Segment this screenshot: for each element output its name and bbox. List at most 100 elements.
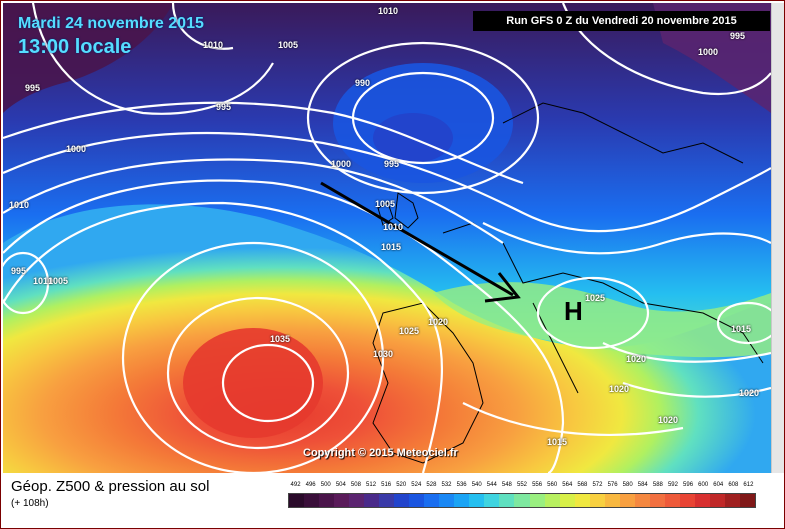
scale-color-swatch (349, 494, 365, 507)
scale-tick-label: 604 (713, 482, 724, 488)
isobar-label: 1005 (278, 40, 299, 50)
scale-tick-label: 596 (683, 482, 694, 488)
weather-map-svg (3, 3, 771, 473)
isobar-label: 1035 (270, 334, 291, 344)
isobar-label: 1000 (698, 47, 719, 57)
legend-subtitle: (+ 108h) (11, 498, 49, 509)
scale-tick-label: 572 (592, 482, 603, 488)
scale-color-swatch (379, 494, 395, 507)
isobar-label: 1010 (378, 6, 399, 16)
scale-color-swatch (439, 494, 455, 507)
scale-color-swatch (319, 494, 335, 507)
scale-tick-label: 580 (622, 482, 633, 488)
scale-color-swatch (499, 494, 515, 507)
isobar-label: 1000 (331, 159, 352, 169)
scale-color-swatch (424, 494, 440, 507)
azores-high-core (183, 328, 323, 438)
scale-color-swatch (664, 494, 680, 507)
scale-tick-label: 516 (381, 482, 392, 488)
isobar-label: 1010 (33, 276, 54, 286)
scale-color-swatch (289, 494, 305, 507)
scale-color-swatch (394, 494, 410, 507)
high-pressure-marker: H (564, 296, 583, 326)
isobar-label: 1025 (585, 293, 606, 303)
scale-tick-label: 584 (637, 482, 648, 488)
scale-tick-label: 612 (743, 482, 754, 488)
scale-color-swatch (559, 494, 575, 507)
scale-color-swatch (679, 494, 695, 507)
legend-title: Géop. Z500 & pression au sol (11, 478, 210, 495)
scale-tick-label: 496 (305, 482, 316, 488)
legend-footer: Géop. Z500 & pression au sol (+ 108h) 49… (3, 474, 784, 528)
isobar-label: 995 (216, 102, 232, 112)
isobars (3, 3, 771, 473)
isobar-label: 1010 (383, 222, 404, 232)
scale-tick-label: 600 (698, 482, 709, 488)
scale-tick-label: 508 (350, 482, 361, 488)
isobar-label: 1000 (66, 144, 87, 154)
scale-color-swatch (469, 494, 485, 507)
scandinavia-coast (502, 102, 744, 164)
model-run-label: Run GFS 0 Z du Vendredi 20 novembre 2015 (473, 11, 770, 31)
isobar-label: 1015 (381, 242, 402, 252)
scale-color-swatch (619, 494, 635, 507)
isobar-label: 1030 (373, 349, 394, 359)
scale-tick-label: 520 (396, 482, 407, 488)
scale-color-swatch (694, 494, 710, 507)
scale-color-swatch (739, 494, 755, 507)
scale-color-swatch (409, 494, 425, 507)
isobar-label: 1005 (375, 199, 396, 209)
scale-tick-label: 576 (607, 482, 618, 488)
italy-outline (532, 302, 579, 394)
scale-color-swatch (544, 494, 560, 507)
scale-tick-label: 512 (366, 482, 377, 488)
scale-tick-label: 560 (547, 482, 558, 488)
isobar-label: 1020 (609, 384, 630, 394)
scale-color-swatch (364, 494, 380, 507)
isobar-label: 1005 (48, 276, 69, 286)
scale-color-swatch (304, 494, 320, 507)
weather-map: 1010 1005 1010 995 995 990 1000 995 1000… (3, 3, 771, 473)
isobar-label: 995 (730, 31, 746, 41)
scale-tick-label: 564 (562, 482, 573, 488)
isobar-label: 995 (11, 266, 27, 276)
forecast-date: Mardi 24 novembre 2015 (18, 15, 204, 32)
scale-tick-label: 536 (456, 482, 467, 488)
scale-tick-label: 500 (320, 482, 331, 488)
scale-color-swatch (454, 494, 470, 507)
scale-tick-label: 544 (486, 482, 497, 488)
scale-tick-label: 608 (728, 482, 739, 488)
scale-tick-label: 556 (532, 482, 543, 488)
isobar-label: 1020 (739, 388, 760, 398)
trajectory-arrowhead (484, 272, 521, 303)
scale-tick-label: 532 (441, 482, 452, 488)
isobar-label: 1015 (731, 324, 752, 334)
scale-tick-label: 568 (577, 482, 588, 488)
color-scale-bar (288, 493, 756, 508)
isobar-label: 1010 (203, 40, 224, 50)
copyright-notice: Copyright © 2015 Meteociel.fr (303, 447, 458, 459)
isobar-label: 995 (384, 159, 400, 169)
iberia-outline (372, 302, 484, 464)
scale-color-swatch (529, 494, 545, 507)
scale-color-swatch (709, 494, 725, 507)
scale-color-swatch (634, 494, 650, 507)
scale-tick-label: 552 (516, 482, 528, 488)
forecast-time: 13:00 locale (18, 36, 132, 58)
vertical-scrollbar[interactable] (771, 3, 784, 473)
scale-tick-label: 492 (290, 482, 301, 488)
isobar-label: 1020 (428, 317, 449, 327)
isobar-label: 1020 (626, 354, 647, 364)
scale-color-swatch (334, 494, 350, 507)
scale-tick-label: 588 (652, 482, 663, 488)
scale-color-swatch (724, 494, 740, 507)
scale-tick-label: 528 (426, 482, 437, 488)
scale-tick-label: 592 (667, 482, 678, 488)
trajectory-arrow-line (320, 181, 514, 297)
scale-color-swatch (484, 494, 500, 507)
isobar-label: 990 (355, 78, 371, 88)
green-band (433, 282, 771, 358)
scale-color-swatch (649, 494, 665, 507)
isobar-label: 1015 (547, 437, 568, 447)
